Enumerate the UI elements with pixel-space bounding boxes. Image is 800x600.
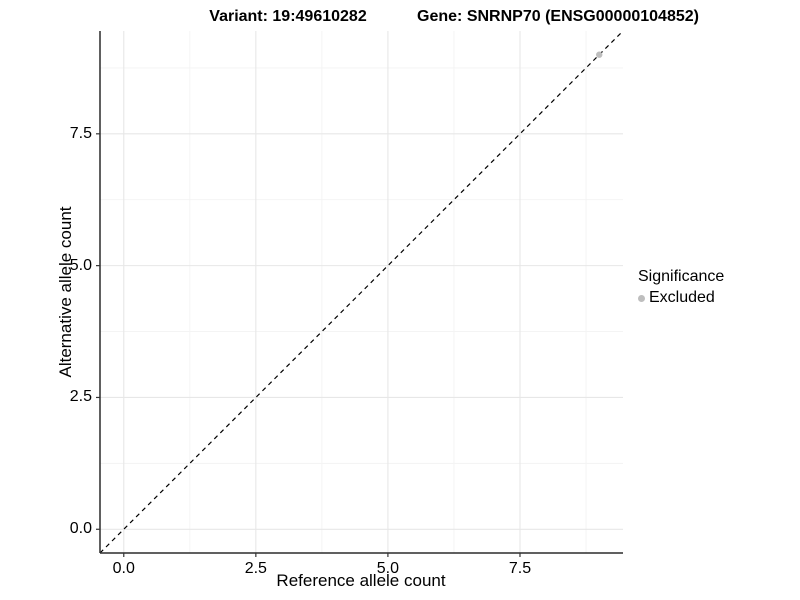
x-axis-title: Reference allele count [276,571,446,590]
y-axis-title: Alternative allele count [56,206,75,378]
x-tick-label: 5.0 [376,560,400,577]
y-tick-label: 2.5 [69,388,92,406]
x-tick-label: 0.0 [112,560,135,577]
legend-item-excluded: Excluded [638,289,724,307]
y-tick-label: 7.5 [69,124,92,142]
x-tick-label: 2.5 [244,560,267,577]
legend-item-label: Excluded [649,289,715,306]
legend: Significance Excluded [638,268,724,307]
excluded-point-swatch [638,294,645,302]
legend-title: Significance [638,268,725,285]
x-tick-label: 7.5 [508,560,532,577]
y-tick-label: 0.0 [69,520,92,538]
identity-line [99,30,624,554]
variant-title: Variant: 19:49610282 [209,8,367,25]
data-point-excluded [596,51,603,58]
y-tick-label: 5.0 [69,256,92,274]
gene-title: Gene: SNRNP70 (ENSG00000104852) [417,8,699,25]
